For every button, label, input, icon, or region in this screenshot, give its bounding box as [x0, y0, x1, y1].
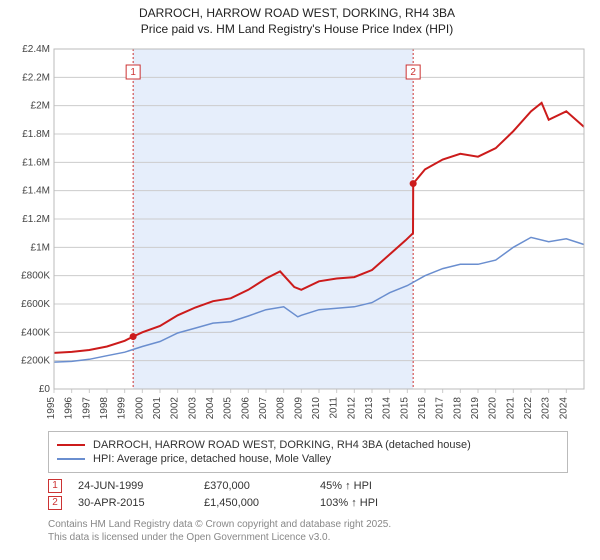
- svg-text:2016: 2016: [417, 397, 428, 420]
- svg-text:1: 1: [130, 67, 136, 78]
- legend-swatch-hpi: [57, 458, 85, 460]
- svg-text:£2M: £2M: [31, 101, 50, 112]
- sales-table: 1 24-JUN-1999 £370,000 45% ↑ HPI 2 30-AP…: [48, 479, 568, 510]
- svg-text:2010: 2010: [311, 397, 322, 420]
- sale-marker-2-icon: 2: [48, 496, 62, 510]
- sale-price-1: £370,000: [204, 480, 304, 492]
- footnote-line-2: This data is licensed under the Open Gov…: [48, 531, 568, 544]
- legend-label-hpi: HPI: Average price, detached house, Mole…: [93, 453, 331, 465]
- svg-text:1999: 1999: [117, 397, 128, 420]
- svg-text:2020: 2020: [488, 397, 499, 420]
- legend-item-main: DARROCH, HARROW ROAD WEST, DORKING, RH4 …: [57, 439, 559, 451]
- svg-text:2008: 2008: [276, 397, 287, 420]
- sale-date-1: 24-JUN-1999: [78, 480, 188, 492]
- svg-text:£2.4M: £2.4M: [22, 44, 50, 55]
- svg-text:2014: 2014: [382, 397, 393, 420]
- svg-text:2002: 2002: [170, 397, 181, 420]
- svg-text:£1.6M: £1.6M: [22, 158, 50, 169]
- svg-text:£400K: £400K: [21, 328, 50, 339]
- svg-text:2021: 2021: [505, 397, 516, 420]
- title-block: DARROCH, HARROW ROAD WEST, DORKING, RH4 …: [6, 6, 588, 37]
- svg-text:2011: 2011: [329, 397, 340, 419]
- svg-text:2018: 2018: [452, 397, 463, 420]
- title-line-2: Price paid vs. HM Land Registry's House …: [6, 22, 588, 38]
- svg-text:2009: 2009: [293, 397, 304, 420]
- legend-item-hpi: HPI: Average price, detached house, Mole…: [57, 453, 559, 465]
- svg-text:1997: 1997: [81, 397, 92, 420]
- svg-text:2024: 2024: [558, 397, 569, 420]
- svg-text:£1.8M: £1.8M: [22, 129, 50, 140]
- chart-container: DARROCH, HARROW ROAD WEST, DORKING, RH4 …: [0, 0, 600, 560]
- legend: DARROCH, HARROW ROAD WEST, DORKING, RH4 …: [48, 431, 568, 473]
- footnote: Contains HM Land Registry data © Crown c…: [48, 518, 568, 544]
- svg-text:2006: 2006: [240, 397, 251, 420]
- sale-pct-2: 103% ↑ HPI: [320, 497, 420, 509]
- svg-text:£2.2M: £2.2M: [22, 73, 50, 84]
- svg-text:2003: 2003: [187, 397, 198, 420]
- svg-text:2: 2: [410, 67, 416, 78]
- svg-text:1996: 1996: [64, 397, 75, 420]
- svg-text:2004: 2004: [205, 397, 216, 420]
- svg-text:2019: 2019: [470, 397, 481, 420]
- svg-text:1998: 1998: [99, 397, 110, 420]
- legend-label-main: DARROCH, HARROW ROAD WEST, DORKING, RH4 …: [93, 439, 471, 451]
- chart-area: £0 £200K £400K £600K £800K £1M £1.2M £1.4M £1.6M…: [10, 43, 590, 423]
- sale-row-1: 1 24-JUN-1999 £370,000 45% ↑ HPI: [48, 479, 568, 493]
- sale-row-2: 2 30-APR-2015 £1,450,000 103% ↑ HPI: [48, 496, 568, 510]
- sale-marker-1-icon: 1: [48, 479, 62, 493]
- svg-text:2017: 2017: [435, 397, 446, 420]
- sale-date-2: 30-APR-2015: [78, 497, 188, 509]
- legend-swatch-main: [57, 444, 85, 446]
- svg-text:£1.4M: £1.4M: [22, 186, 50, 197]
- sale-price-2: £1,450,000: [204, 497, 304, 509]
- svg-text:2023: 2023: [541, 397, 552, 420]
- svg-text:2013: 2013: [364, 397, 375, 420]
- svg-text:2007: 2007: [258, 397, 269, 420]
- svg-text:£200K: £200K: [21, 356, 50, 367]
- svg-text:2012: 2012: [346, 397, 357, 420]
- svg-text:£800K: £800K: [21, 271, 50, 282]
- footnote-line-1: Contains HM Land Registry data © Crown c…: [48, 518, 568, 531]
- svg-text:2022: 2022: [523, 397, 534, 420]
- svg-text:2000: 2000: [134, 397, 145, 420]
- svg-text:1995: 1995: [46, 397, 57, 420]
- sale-pct-1: 45% ↑ HPI: [320, 480, 420, 492]
- svg-text:£600K: £600K: [21, 299, 50, 310]
- svg-text:2015: 2015: [399, 397, 410, 420]
- svg-text:2005: 2005: [223, 397, 234, 420]
- chart-svg: £0 £200K £400K £600K £800K £1M £1.2M £1.4M £1.6M…: [10, 43, 590, 423]
- svg-text:£1.2M: £1.2M: [22, 214, 50, 225]
- svg-text:£1M: £1M: [31, 243, 50, 254]
- title-line-1: DARROCH, HARROW ROAD WEST, DORKING, RH4 …: [6, 6, 588, 22]
- svg-text:£0: £0: [39, 384, 51, 395]
- svg-text:2001: 2001: [152, 397, 163, 420]
